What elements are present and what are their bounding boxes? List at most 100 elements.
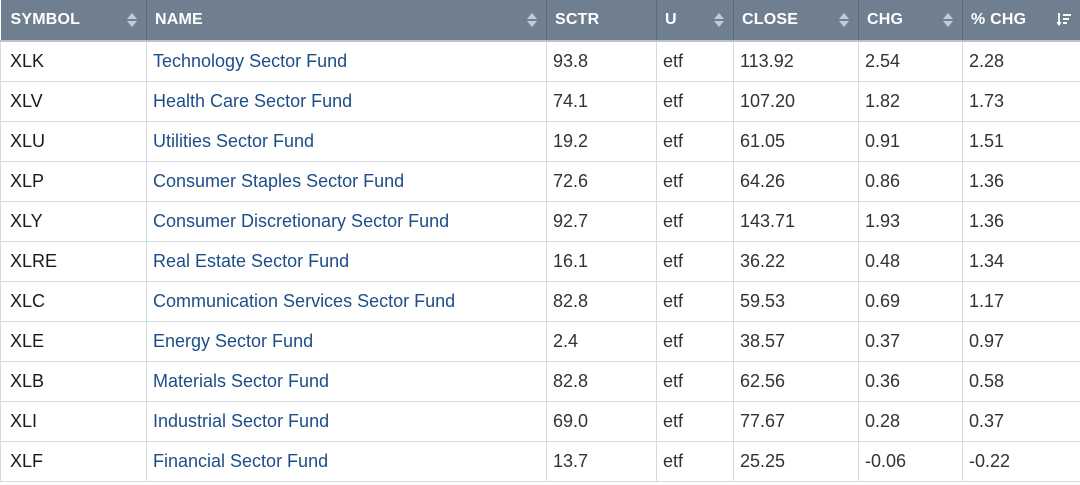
cell-symbol[interactable]: XLB [0, 361, 147, 402]
cell-chg: 2.54 [858, 41, 963, 82]
fund-name-link[interactable]: Industrial Sector Fund [153, 410, 330, 431]
cell-sctr: 13.7 [546, 441, 657, 482]
cell-name: Energy Sector Fund [146, 321, 547, 362]
sort-descending-icon [1056, 12, 1072, 28]
table-row[interactable]: XLK Technology Sector Fund 93.8 etf 113.92 2.… [0, 41, 1080, 82]
fund-name-link[interactable]: Utilities Sector Fund [153, 130, 315, 151]
cell-pchg: 1.17 [962, 281, 1080, 322]
cell-pchg: 1.36 [962, 201, 1080, 242]
cell-u: etf [656, 321, 734, 362]
cell-close: 25.25 [733, 441, 859, 482]
cell-symbol[interactable]: XLI [0, 401, 147, 442]
cell-u: etf [656, 441, 734, 482]
cell-close: 107.20 [733, 81, 859, 122]
fund-name-link[interactable]: Health Care Sector Fund [153, 90, 353, 111]
cell-name: Materials Sector Fund [146, 361, 547, 402]
cell-name: Health Care Sector Fund [146, 81, 547, 122]
table-row[interactable]: XLY Consumer Discretionary Sector Fund 92.… [0, 201, 1080, 242]
table-row[interactable]: XLV Health Care Sector Fund 74.1 etf 107.20 1… [0, 81, 1080, 122]
column-header-sctr[interactable]: SCTR [546, 0, 657, 42]
cell-chg: 0.69 [858, 281, 963, 322]
cell-sctr: 74.1 [546, 81, 657, 122]
cell-name: Technology Sector Fund [146, 41, 547, 82]
cell-u: etf [656, 201, 734, 242]
column-header-close[interactable]: CLOSE [733, 0, 859, 42]
fund-name-link[interactable]: Technology Sector Fund [153, 50, 348, 71]
cell-sctr: 72.6 [546, 161, 657, 202]
cell-symbol[interactable]: XLF [0, 441, 147, 482]
cell-symbol[interactable]: XLRE [0, 241, 147, 282]
fund-name-link[interactable]: Real Estate Sector Fund [153, 250, 350, 271]
cell-sctr: 92.7 [546, 201, 657, 242]
cell-chg: 1.82 [858, 81, 963, 122]
table-row[interactable]: XLI Industrial Sector Fund 69.0 etf 77.67 0.2… [0, 401, 1080, 442]
table-body: XLK Technology Sector Fund 93.8 etf 113.92 2.… [0, 41, 1080, 482]
header-row: SYMBOL NAME SCTR U CLOSE [0, 0, 1080, 42]
table-row[interactable]: XLB Materials Sector Fund 82.8 etf 62.56 0.36… [0, 361, 1080, 402]
column-header-label: % CHG [971, 11, 1027, 28]
column-header-label: CHG [867, 11, 904, 28]
table-row[interactable]: XLE Energy Sector Fund 2.4 etf 38.57 0.37 0.97 [0, 321, 1080, 362]
table-row[interactable]: XLF Financial Sector Fund 13.7 etf 25.25 -0.0… [0, 441, 1080, 482]
cell-close: 143.71 [733, 201, 859, 242]
cell-chg: 0.36 [858, 361, 963, 402]
sort-arrows-icon [838, 12, 850, 28]
cell-symbol[interactable]: XLC [0, 281, 147, 322]
cell-chg: 0.91 [858, 121, 963, 162]
cell-symbol[interactable]: XLK [0, 41, 147, 82]
cell-close: 62.56 [733, 361, 859, 402]
fund-name-link[interactable]: Communication Services Sector Fund [153, 290, 456, 311]
table-row[interactable]: XLU Utilities Sector Fund 19.2 etf 61.05 0.91… [0, 121, 1080, 162]
column-header-chg[interactable]: CHG [858, 0, 963, 42]
cell-pchg: -0.22 [962, 441, 1080, 482]
cell-u: etf [656, 361, 734, 402]
cell-symbol[interactable]: XLU [0, 121, 147, 162]
cell-close: 38.57 [733, 321, 859, 362]
cell-symbol[interactable]: XLV [0, 81, 147, 122]
sort-arrows-icon [713, 12, 725, 28]
cell-pchg: 0.58 [962, 361, 1080, 402]
cell-close: 59.53 [733, 281, 859, 322]
column-header-label: NAME [155, 11, 203, 28]
cell-close: 77.67 [733, 401, 859, 442]
cell-sctr: 93.8 [546, 41, 657, 82]
cell-symbol[interactable]: XLE [0, 321, 147, 362]
cell-u: etf [656, 241, 734, 282]
sort-arrows-icon [942, 12, 954, 28]
table-row[interactable]: XLP Consumer Staples Sector Fund 72.6 etf 64… [0, 161, 1080, 202]
cell-name: Real Estate Sector Fund [146, 241, 547, 282]
cell-sctr: 82.8 [546, 361, 657, 402]
cell-sctr: 16.1 [546, 241, 657, 282]
cell-name: Financial Sector Fund [146, 441, 547, 482]
cell-name: Utilities Sector Fund [146, 121, 547, 162]
cell-sctr: 19.2 [546, 121, 657, 162]
cell-symbol[interactable]: XLP [0, 161, 147, 202]
column-header-name[interactable]: NAME [146, 0, 547, 42]
table-row[interactable]: XLRE Real Estate Sector Fund 16.1 etf 36.22 0… [0, 241, 1080, 282]
column-header-label: SCTR [555, 11, 600, 28]
column-header-label: U [665, 11, 677, 28]
cell-close: 64.26 [733, 161, 859, 202]
fund-name-link[interactable]: Materials Sector Fund [153, 370, 330, 391]
column-header-pct-chg[interactable]: % CHG [962, 0, 1080, 42]
cell-u: etf [656, 161, 734, 202]
cell-pchg: 0.97 [962, 321, 1080, 362]
cell-u: etf [656, 401, 734, 442]
fund-name-link[interactable]: Consumer Discretionary Sector Fund [153, 210, 450, 231]
cell-chg: 0.37 [858, 321, 963, 362]
fund-name-link[interactable]: Consumer Staples Sector Fund [153, 170, 405, 191]
fund-name-link[interactable]: Financial Sector Fund [153, 450, 329, 471]
cell-pchg: 1.34 [962, 241, 1080, 282]
cell-pchg: 1.51 [962, 121, 1080, 162]
cell-u: etf [656, 41, 734, 82]
cell-chg: 0.48 [858, 241, 963, 282]
column-header-symbol[interactable]: SYMBOL [0, 0, 147, 42]
table-row[interactable]: XLC Communication Services Sector Fund 82.… [0, 281, 1080, 322]
cell-name: Communication Services Sector Fund [146, 281, 547, 322]
cell-symbol[interactable]: XLY [0, 201, 147, 242]
fund-name-link[interactable]: Energy Sector Fund [153, 330, 314, 351]
cell-pchg: 1.36 [962, 161, 1080, 202]
column-header-u[interactable]: U [656, 0, 734, 42]
cell-close: 36.22 [733, 241, 859, 282]
